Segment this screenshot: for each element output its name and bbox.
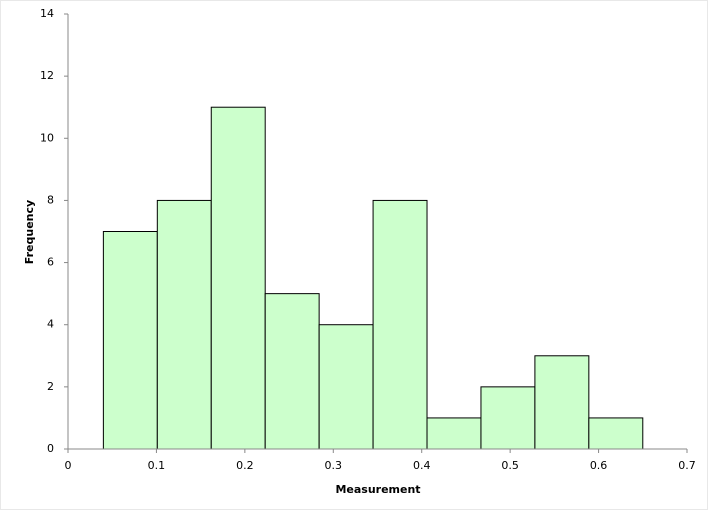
- y-tick-label: 4: [47, 318, 54, 331]
- x-tick-label: 0.4: [413, 459, 431, 472]
- x-tick-label: 0: [65, 459, 72, 472]
- bar: [480, 386, 536, 450]
- y-tick-label: 8: [47, 193, 54, 206]
- y-tick-label: 0: [47, 442, 54, 455]
- bar: [210, 106, 266, 450]
- x-tick-label: 0.7: [678, 459, 696, 472]
- x-tick-label: 0.5: [501, 459, 519, 472]
- bar: [264, 293, 320, 450]
- x-tick-label: 0.6: [590, 459, 608, 472]
- bar: [318, 324, 374, 450]
- x-axis-label: Measurement: [335, 483, 420, 496]
- y-tick-label: 2: [47, 380, 54, 393]
- bar: [588, 417, 644, 450]
- y-tick-label: 12: [40, 69, 54, 82]
- bar: [534, 355, 590, 450]
- y-tick-label: 14: [40, 7, 54, 20]
- x-tick-label: 0.2: [236, 459, 254, 472]
- y-axis-label: Frequency: [23, 200, 36, 264]
- bar: [102, 231, 158, 450]
- x-tick-label: 0.1: [148, 459, 166, 472]
- y-tick-label: 6: [47, 256, 54, 269]
- bar: [426, 417, 482, 450]
- bar: [372, 199, 428, 450]
- bar: [156, 199, 212, 450]
- x-tick-label: 0.3: [325, 459, 343, 472]
- y-tick-label: 10: [40, 131, 54, 144]
